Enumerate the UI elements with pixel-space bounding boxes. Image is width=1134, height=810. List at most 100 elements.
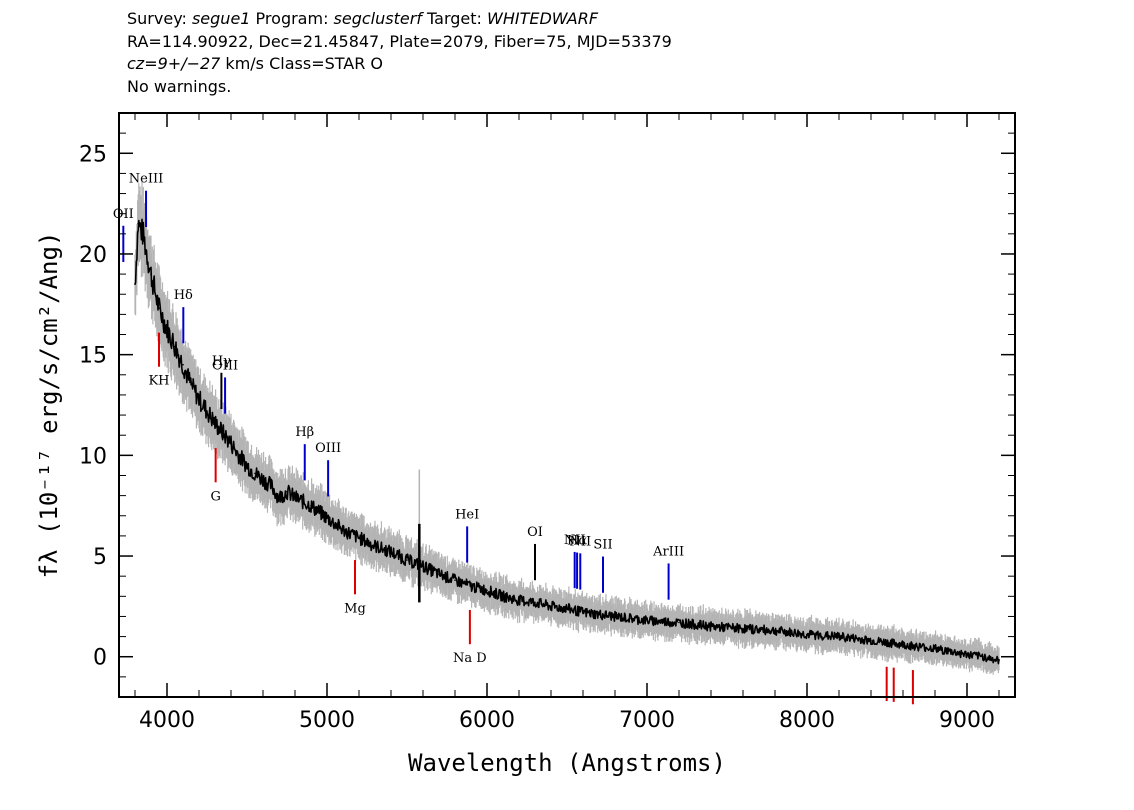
flux-point xyxy=(502,595,504,598)
flux-point xyxy=(142,233,144,235)
y-tick-label: 10 xyxy=(79,444,107,469)
flux-point xyxy=(390,551,392,553)
flux-point xyxy=(150,273,152,275)
flux-point xyxy=(190,384,192,386)
flux-point xyxy=(678,621,680,624)
flux-point xyxy=(630,617,632,620)
absorption-line-label: KH xyxy=(148,374,169,389)
flux-point xyxy=(198,398,200,400)
flux-series xyxy=(134,218,1000,665)
flux-point xyxy=(230,442,232,445)
flux-point xyxy=(582,611,584,614)
flux-point xyxy=(614,615,616,618)
y-tick-label: 15 xyxy=(79,344,107,369)
flux-point xyxy=(454,579,456,581)
cz-value: cz=9+/−27 xyxy=(127,54,221,73)
x-tick-label: 5000 xyxy=(299,708,355,733)
x-tick-label: 7000 xyxy=(619,708,675,733)
flux-point xyxy=(422,565,424,567)
flux-point xyxy=(270,484,272,487)
flux-point xyxy=(134,283,136,285)
flux-point xyxy=(486,589,488,592)
error-band xyxy=(134,181,1000,675)
program-value: segclusterf xyxy=(333,9,422,28)
y-tick-label: 0 xyxy=(93,646,107,671)
emission-line-label: HeI xyxy=(455,507,479,522)
flux-point xyxy=(262,478,264,481)
flux-point xyxy=(238,454,240,457)
flux-point xyxy=(166,327,168,330)
flux-point xyxy=(214,422,216,424)
flux-point xyxy=(742,627,744,630)
emission-line-label: Hγ xyxy=(212,354,231,369)
program-label: Program: xyxy=(250,9,334,28)
header-line-warnings: No warnings. xyxy=(127,76,232,96)
emission-line-label: Hδ xyxy=(174,288,193,303)
target-label: Target: xyxy=(421,9,487,28)
emission-line-label: NII xyxy=(569,534,591,549)
emission-line-label: Hα xyxy=(567,534,587,549)
emission-line-label: OII xyxy=(113,207,134,222)
flux-point xyxy=(646,619,648,622)
x-tick-label: 9000 xyxy=(939,708,995,733)
flux-point xyxy=(222,432,224,434)
flux-point xyxy=(966,653,968,656)
flux-point xyxy=(982,655,984,658)
flux-point xyxy=(318,510,320,513)
flux-point xyxy=(358,537,360,539)
flux-point xyxy=(518,599,520,602)
flux-point xyxy=(137,222,139,225)
x-tick-label: 4000 xyxy=(139,708,195,733)
flux-point xyxy=(206,410,208,412)
survey-value: segue1 xyxy=(191,9,251,28)
flux-point xyxy=(342,529,344,531)
flux-point xyxy=(246,464,248,467)
flux-point xyxy=(278,496,280,499)
flux-point xyxy=(710,625,712,628)
flux-point xyxy=(254,472,256,475)
header-line-coordinates: RA=114.90922, Dec=21.45847, Plate=2079, … xyxy=(127,31,672,51)
flux-point xyxy=(438,573,440,575)
flux-point xyxy=(286,490,288,493)
flux-point xyxy=(998,659,1000,662)
flux-point xyxy=(550,605,552,608)
flux-point xyxy=(774,629,776,632)
flux-point xyxy=(534,601,536,604)
emission-line-label: NeIII xyxy=(129,172,163,187)
header-line-redshift: cz=9+/−27 km/s Class=STAR O xyxy=(127,53,672,76)
emission-line-label: ArIII xyxy=(652,544,684,559)
flux-point xyxy=(374,545,376,547)
flux-point xyxy=(470,585,472,588)
flux-point xyxy=(838,635,840,638)
flux-point xyxy=(326,516,328,519)
survey-label: Survey: xyxy=(127,9,192,28)
flux-point xyxy=(310,504,312,507)
emission-line-label: NII xyxy=(564,533,586,548)
flux-point xyxy=(566,607,568,610)
emission-line-label: OI xyxy=(527,525,543,540)
flux-point xyxy=(302,500,304,503)
flux-point xyxy=(598,613,600,616)
x-axis-title: Wavelength (Angstroms) xyxy=(408,749,726,777)
flux-point xyxy=(294,496,296,499)
emission-line-label: OIII xyxy=(212,358,238,373)
flux-error-band xyxy=(134,181,1000,675)
flux-point xyxy=(934,647,936,650)
emission-line-label: Hβ xyxy=(295,425,314,440)
emission-line-label: SII xyxy=(593,538,612,553)
absorption-line-label: Na D xyxy=(453,651,487,666)
spectrum-header: Survey: segue1 Program: segclusterf Targ… xyxy=(127,8,672,98)
y-axis-title: fλ (10⁻¹⁷ erg/s/cm²/Ang) xyxy=(35,232,63,579)
flux-point xyxy=(902,643,904,646)
plot-frame xyxy=(118,112,1016,698)
flux-point xyxy=(406,559,408,561)
x-tick-label: 6000 xyxy=(459,708,515,733)
axis-ticks: 4000 5000 6000 7000 8000 9000 0 5 10 15 20 25 xyxy=(79,113,1015,733)
flux-point xyxy=(174,345,176,348)
y-tick-label: 20 xyxy=(79,243,107,268)
absorption-line-label: G xyxy=(210,489,220,504)
absorption-line-label: Mg xyxy=(344,601,366,616)
header-line-survey: Survey: segue1 Program: segclusterf Targ… xyxy=(127,8,672,31)
